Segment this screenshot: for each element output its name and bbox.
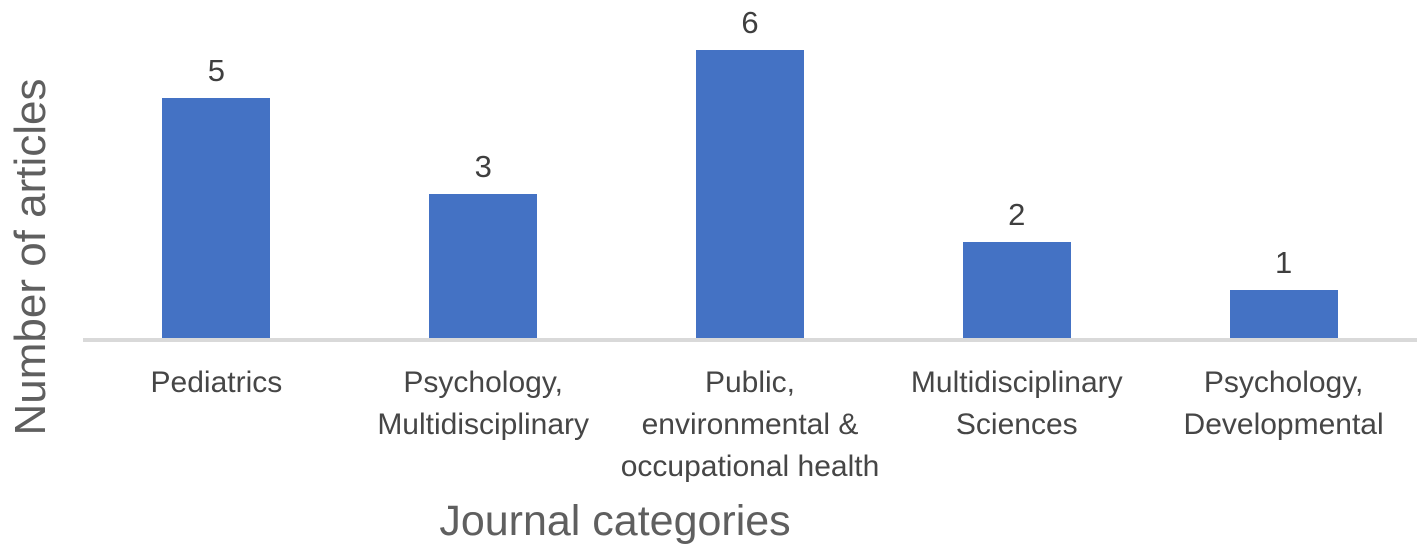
- category-label: Pediatrics: [150, 366, 283, 399]
- y-axis-title: Number of articles: [6, 78, 55, 436]
- bar-value-label: 6: [741, 4, 759, 40]
- bar: [162, 98, 271, 338]
- category-label: Psychology, Developmental: [1183, 366, 1384, 441]
- bar: [429, 194, 538, 338]
- bar: [962, 242, 1071, 338]
- category-label: Public, environmental & occupational hea…: [620, 366, 880, 483]
- x-axis-line: [83, 338, 1417, 342]
- bar-value-label: 3: [474, 148, 492, 184]
- bar-value-label: 5: [207, 52, 226, 88]
- bar: [1229, 290, 1338, 338]
- bar: [696, 50, 804, 338]
- category-label: Multidisciplinary Sciences: [910, 366, 1123, 441]
- x-axis-title: Journal categories: [439, 497, 791, 545]
- bar-value-label: 2: [1008, 196, 1026, 232]
- category-label: Psychology, Multidisciplinary: [377, 366, 590, 441]
- bar-value-label: 1: [1274, 244, 1293, 280]
